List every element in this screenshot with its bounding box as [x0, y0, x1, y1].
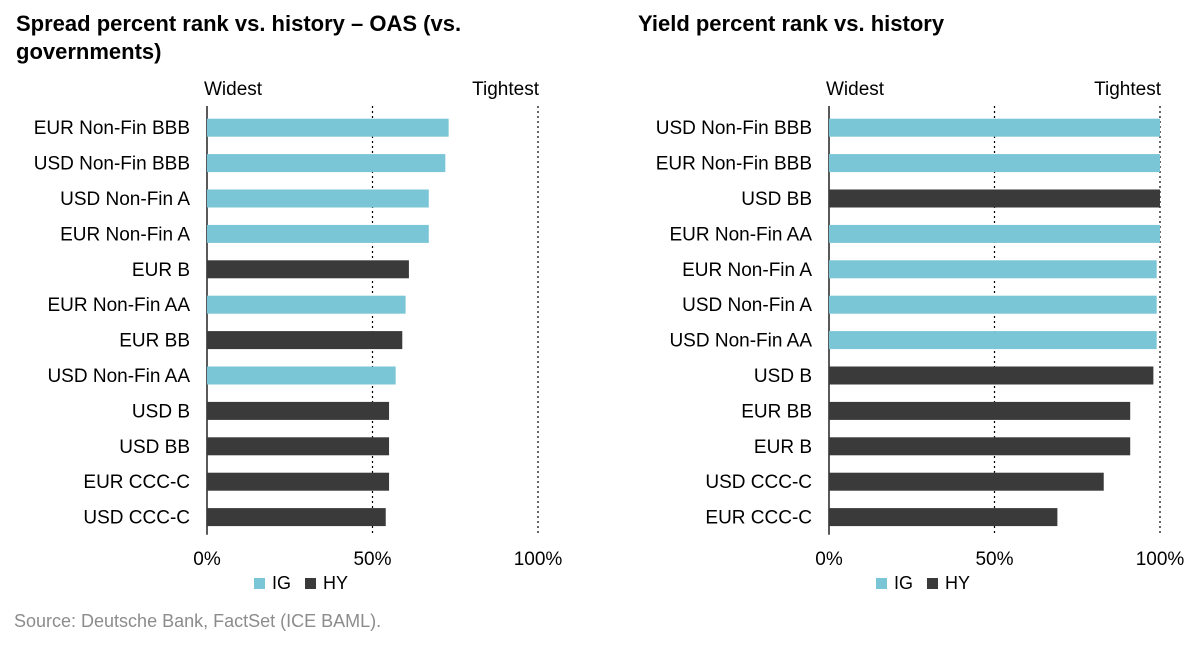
- bar: [829, 401, 1131, 420]
- category-label: EUR Non-Fin A: [60, 224, 190, 245]
- bar: [829, 366, 1154, 385]
- category-label: EUR Non-Fin AA: [669, 224, 812, 245]
- x-tick-label: 0%: [815, 549, 843, 570]
- x-tick-label: 100%: [1136, 549, 1185, 570]
- chart-title-yield: Yield percent rank vs. history: [638, 11, 945, 36]
- category-label: EUR Non-Fin AA: [47, 295, 190, 316]
- bar: [207, 508, 386, 527]
- legend-swatch-ig: [254, 578, 265, 589]
- bar: [829, 154, 1160, 173]
- category-label: USD Non-Fin A: [682, 295, 812, 316]
- category-label: USD Non-Fin AA: [47, 366, 190, 387]
- bar: [829, 295, 1157, 314]
- category-label: USD Non-Fin A: [60, 189, 190, 210]
- bar: [207, 437, 390, 456]
- widest-label: Widest: [826, 79, 885, 100]
- category-label: USD CCC-C: [83, 508, 190, 529]
- legend-label-hy: HY: [323, 573, 349, 593]
- source-note: Source: Deutsche Bank, FactSet (ICE BAML…: [14, 611, 382, 631]
- bar: [829, 260, 1157, 279]
- legend-spread: IG HY: [254, 573, 362, 594]
- bar: [829, 331, 1157, 350]
- tightest-label: Tightest: [472, 79, 540, 100]
- legend-yield: IG HY: [876, 573, 984, 594]
- category-label: EUR B: [132, 260, 190, 281]
- bar: [207, 401, 390, 420]
- category-label: USD BB: [119, 437, 190, 458]
- category-label: USD Non-Fin BBB: [34, 154, 190, 175]
- category-label: USD B: [754, 366, 812, 387]
- bar: [829, 508, 1058, 527]
- bar: [829, 224, 1160, 243]
- bar: [207, 366, 396, 385]
- category-label: EUR Non-Fin BBB: [656, 154, 812, 175]
- category-label: USD BB: [741, 189, 812, 210]
- bar: [829, 437, 1131, 456]
- legend-swatch-ig: [876, 578, 887, 589]
- category-label: EUR CCC-C: [705, 508, 812, 529]
- bar: [207, 260, 409, 279]
- x-tick-label: 50%: [975, 549, 1013, 570]
- category-label: EUR Non-Fin BBB: [34, 118, 190, 139]
- category-label: EUR B: [754, 437, 812, 458]
- x-tick-label: 0%: [193, 549, 221, 570]
- bar: [207, 331, 403, 350]
- tightest-label: Tightest: [1094, 79, 1162, 100]
- bar: [207, 154, 446, 173]
- chart-title-spread: Spread percent rank vs. history – OAS (v…: [16, 11, 462, 64]
- legend-swatch-hy: [927, 578, 939, 589]
- category-label: EUR BB: [119, 331, 190, 352]
- category-label: EUR CCC-C: [83, 472, 190, 493]
- x-tick-label: 100%: [514, 549, 563, 570]
- legend-label-hy: HY: [945, 573, 971, 593]
- legend-label-ig: IG: [272, 573, 292, 593]
- category-label: EUR Non-Fin A: [682, 260, 812, 281]
- category-label: EUR BB: [741, 401, 812, 422]
- x-tick-label: 50%: [353, 549, 391, 570]
- bar: [829, 118, 1160, 137]
- legend-label-ig: IG: [894, 573, 914, 593]
- widest-label: Widest: [204, 79, 263, 100]
- bar: [829, 472, 1104, 491]
- category-label: USD CCC-C: [705, 472, 812, 493]
- bar: [207, 472, 390, 491]
- bar: [207, 118, 449, 137]
- category-label: USD Non-Fin BBB: [656, 118, 812, 139]
- bar: [207, 189, 429, 208]
- bar: [829, 189, 1160, 208]
- bar: [207, 224, 429, 243]
- category-label: USD Non-Fin AA: [669, 331, 812, 352]
- legend-swatch-hy: [305, 578, 317, 589]
- bar: [207, 295, 406, 314]
- category-label: USD B: [132, 401, 190, 422]
